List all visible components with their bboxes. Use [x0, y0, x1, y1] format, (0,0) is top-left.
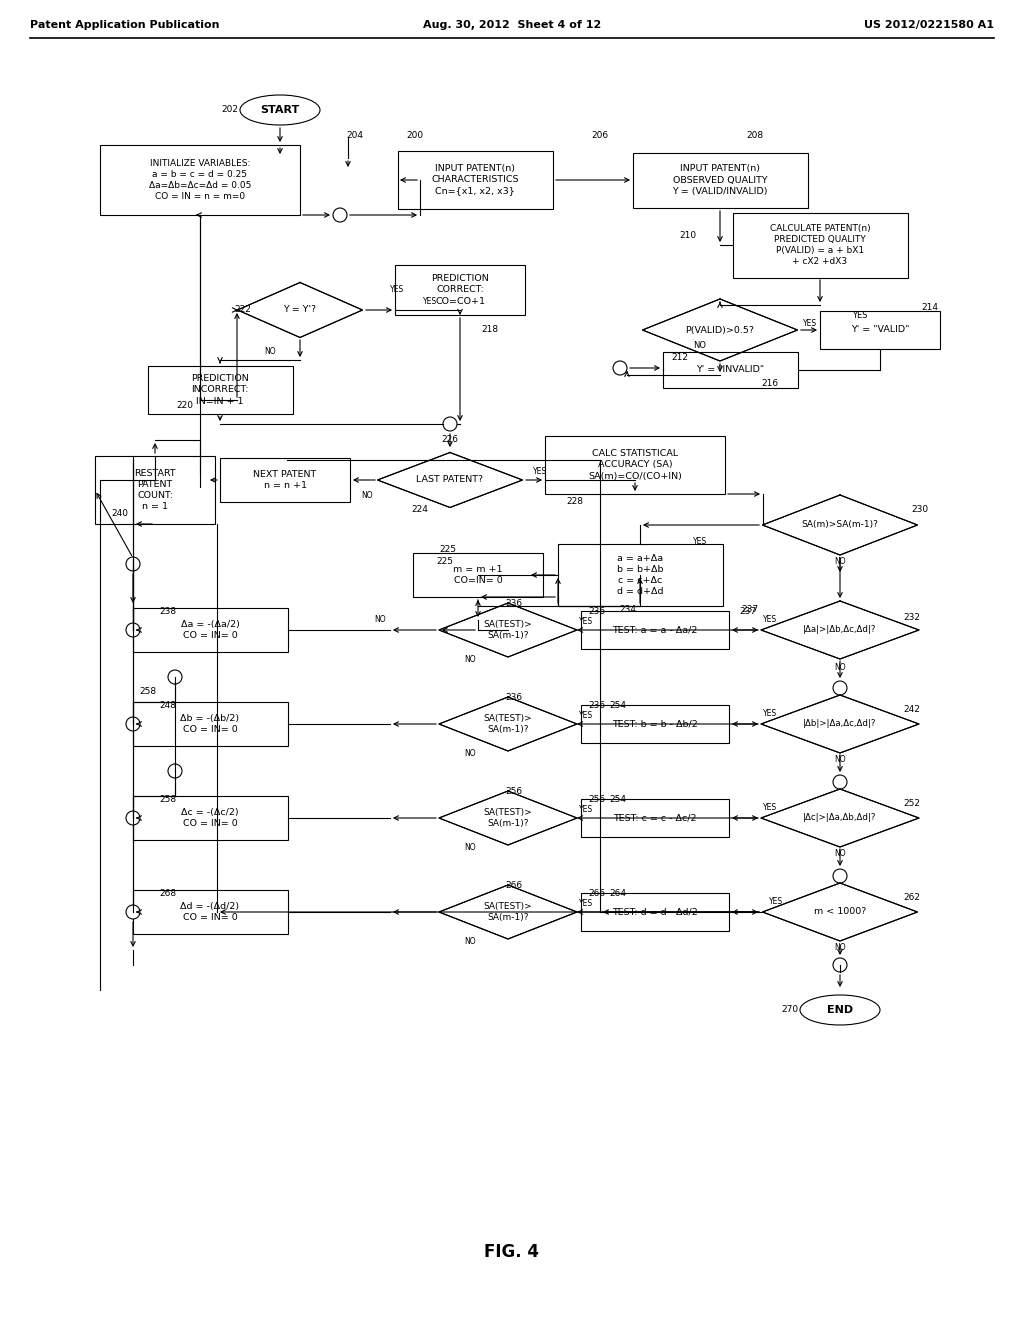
Text: 208: 208: [746, 131, 764, 140]
Text: 236: 236: [589, 701, 605, 710]
Text: 266: 266: [506, 882, 522, 891]
Text: |Δb|>|Δa,Δc,Δd|?: |Δb|>|Δa,Δc,Δd|?: [803, 719, 877, 729]
Text: 264: 264: [609, 890, 627, 899]
Bar: [581, 894, 729, 931]
Text: Patent Application Publication: Patent Application Publication: [30, 20, 219, 30]
Text: NO: NO: [835, 850, 846, 858]
Bar: [147, 366, 293, 414]
Text: NO: NO: [835, 755, 846, 764]
Text: TEST: c = c - Δc/2: TEST: c = c - Δc/2: [613, 813, 696, 822]
Text: YES: YES: [579, 618, 593, 627]
Polygon shape: [761, 601, 919, 659]
Text: SA(TEST)>
SA(m-1)?: SA(TEST)> SA(m-1)?: [483, 620, 532, 640]
Text: YES: YES: [532, 467, 547, 477]
Bar: [132, 890, 288, 935]
Text: NO: NO: [693, 341, 707, 350]
Text: 270: 270: [781, 1006, 799, 1015]
Text: INPUT PATENT(n)
OBSERVED QUALITY
Y = (VALID/INVALID): INPUT PATENT(n) OBSERVED QUALITY Y = (VA…: [672, 165, 768, 195]
Text: 225: 225: [436, 557, 454, 566]
Polygon shape: [761, 696, 919, 752]
Bar: [397, 150, 553, 209]
Bar: [581, 799, 729, 837]
Text: 256: 256: [589, 796, 605, 804]
Text: |Δc|>|Δa,Δb,Δd|?: |Δc|>|Δa,Δb,Δd|?: [803, 813, 877, 822]
Text: Δd = -(Δd/2)
CO = IN= 0: Δd = -(Δd/2) CO = IN= 0: [180, 902, 240, 923]
Text: CALC STATISTICAL
ACCURACY (SA)
SA(m)=CO/(CO+IN): CALC STATISTICAL ACCURACY (SA) SA(m)=CO/…: [588, 449, 682, 480]
Text: LAST PATENT?: LAST PATENT?: [417, 475, 483, 484]
Text: YES: YES: [769, 898, 783, 907]
Text: YES: YES: [423, 297, 437, 306]
Text: Aug. 30, 2012  Sheet 4 of 12: Aug. 30, 2012 Sheet 4 of 12: [423, 20, 601, 30]
Text: P(VALID)>0.5?: P(VALID)>0.5?: [685, 326, 755, 334]
Text: 230: 230: [911, 506, 929, 515]
Text: NO: NO: [374, 615, 386, 624]
Text: PREDICTION
CORRECT:
CO=CO+1: PREDICTION CORRECT: CO=CO+1: [431, 275, 488, 306]
Bar: [413, 553, 543, 597]
Text: Y' = "VALID": Y' = "VALID": [851, 326, 909, 334]
Text: NO: NO: [464, 842, 476, 851]
Text: 220: 220: [176, 400, 194, 409]
Text: NO: NO: [835, 944, 846, 953]
Text: Δa = -(Δa/2)
CO = IN= 0: Δa = -(Δa/2) CO = IN= 0: [180, 620, 240, 640]
Ellipse shape: [240, 95, 319, 125]
Bar: [633, 153, 808, 207]
Bar: [95, 455, 215, 524]
Text: 225: 225: [439, 545, 457, 554]
Text: 206: 206: [592, 131, 608, 140]
Text: PREDICTION
INCORRECT:
IN=IN + 1: PREDICTION INCORRECT: IN=IN + 1: [191, 375, 249, 405]
Text: Δb = -(Δb/2)
CO = IN= 0: Δb = -(Δb/2) CO = IN= 0: [180, 714, 240, 734]
Circle shape: [168, 671, 182, 684]
Text: 237: 237: [739, 607, 757, 616]
Text: YES: YES: [852, 310, 867, 319]
Text: 222: 222: [234, 305, 252, 314]
Circle shape: [126, 623, 140, 638]
Text: NO: NO: [361, 491, 373, 499]
Text: |Δa|>|Δb,Δc,Δd|?: |Δa|>|Δb,Δc,Δd|?: [803, 626, 877, 635]
Bar: [820, 312, 940, 348]
Text: NO: NO: [464, 748, 476, 758]
Text: 238: 238: [160, 607, 176, 616]
Circle shape: [126, 906, 140, 919]
Text: TEST: d = d - Δd/2: TEST: d = d - Δd/2: [612, 908, 698, 916]
Circle shape: [833, 958, 847, 972]
Text: TEST: a = a - Δa/2: TEST: a = a - Δa/2: [612, 626, 697, 635]
Text: YES: YES: [763, 710, 777, 718]
Polygon shape: [439, 697, 577, 751]
Text: 210: 210: [680, 231, 696, 239]
Polygon shape: [439, 603, 577, 657]
Polygon shape: [642, 300, 798, 360]
Circle shape: [613, 360, 627, 375]
Bar: [581, 705, 729, 743]
Text: 236: 236: [506, 599, 522, 609]
Circle shape: [833, 681, 847, 696]
Text: 234: 234: [620, 606, 637, 615]
Text: 236: 236: [589, 607, 605, 616]
Text: YES: YES: [693, 537, 707, 546]
Bar: [545, 436, 725, 494]
Text: Y = Y'?: Y = Y'?: [284, 305, 316, 314]
Text: 232: 232: [903, 612, 921, 622]
Text: TEST: b = b - Δb/2: TEST: b = b - Δb/2: [612, 719, 698, 729]
Text: 236: 236: [506, 693, 522, 702]
Bar: [220, 458, 350, 502]
Circle shape: [168, 764, 182, 777]
Text: 258: 258: [160, 796, 176, 804]
Text: 212: 212: [672, 354, 688, 363]
Text: 204: 204: [346, 131, 364, 140]
Text: 200: 200: [407, 131, 424, 140]
Bar: [395, 265, 525, 315]
Text: YES: YES: [579, 711, 593, 721]
Text: INITIALIZE VARIABLES:
a = b = c = d = 0.25
Δa=Δb=Δc=Δd = 0.05
CO = IN = n = m=0: INITIALIZE VARIABLES: a = b = c = d = 0.…: [148, 158, 251, 201]
Polygon shape: [238, 282, 362, 338]
Bar: [132, 796, 288, 840]
Circle shape: [126, 717, 140, 731]
Text: YES: YES: [579, 899, 593, 908]
Text: 254: 254: [609, 796, 627, 804]
Bar: [132, 609, 288, 652]
Text: YES: YES: [803, 319, 817, 329]
Text: YES: YES: [579, 805, 593, 814]
Text: 262: 262: [903, 894, 921, 903]
Text: 216: 216: [762, 379, 778, 388]
Text: 242: 242: [903, 705, 921, 714]
Bar: [663, 352, 798, 388]
